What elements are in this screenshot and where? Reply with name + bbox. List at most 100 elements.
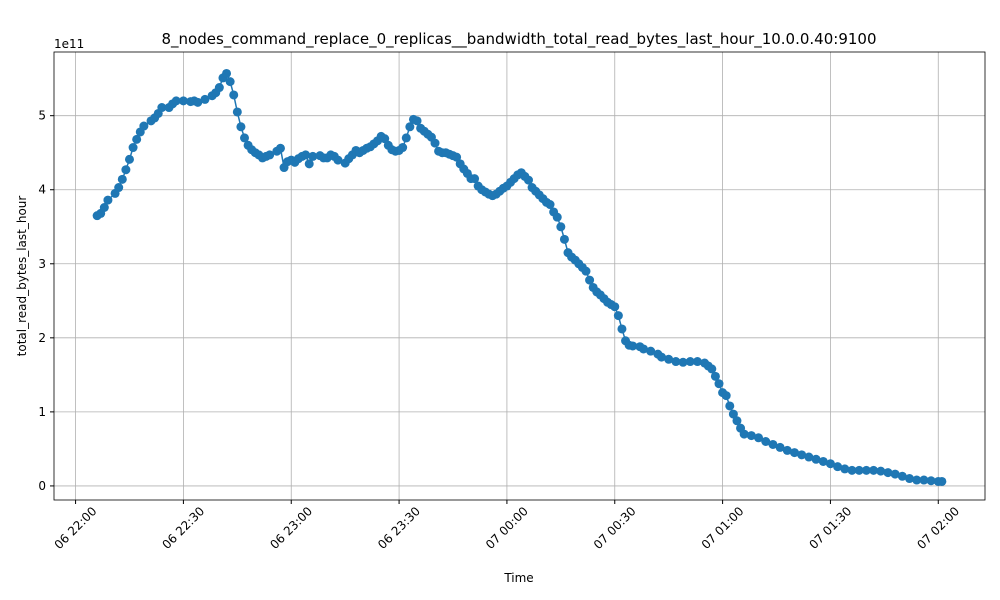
data-point (581, 266, 591, 276)
data-point (912, 475, 922, 485)
data-point (671, 357, 681, 367)
data-point (639, 344, 649, 354)
data-point (178, 96, 188, 106)
data-point (869, 465, 879, 475)
data-point (121, 165, 131, 175)
data-point (678, 357, 688, 367)
plot-frame (53, 51, 986, 501)
data-point (761, 437, 771, 447)
y-offset-label: 1e11 (54, 37, 84, 51)
data-point (240, 133, 250, 143)
y-tick-label: 5 (38, 109, 46, 123)
data-point (775, 442, 785, 452)
data-point (847, 465, 857, 475)
data-point (782, 445, 792, 455)
data-point (380, 134, 390, 144)
data-point (401, 133, 411, 143)
data-point (559, 234, 569, 244)
data-point (833, 462, 843, 472)
data-point (797, 450, 807, 460)
x-axis-label: Time (503, 571, 533, 585)
data-point (470, 174, 480, 184)
data-point (613, 311, 623, 321)
data-point (897, 471, 907, 481)
data-point (114, 183, 124, 193)
data-point (545, 200, 555, 210)
y-axis-label: total_read_bytes_last_hour (15, 196, 29, 357)
data-point (236, 122, 246, 132)
data-point (789, 448, 799, 458)
y-tick-label: 1 (38, 405, 46, 419)
data-point (333, 155, 343, 165)
data-point (937, 476, 947, 486)
data-point (225, 77, 235, 87)
data-point (157, 103, 167, 113)
data-point (685, 357, 695, 367)
data-point (171, 96, 181, 106)
data-point (265, 150, 275, 160)
data-point (412, 116, 422, 126)
data-point (905, 474, 915, 484)
data-point (840, 464, 850, 474)
data-point (707, 364, 717, 374)
data-point (200, 94, 210, 104)
data-point (768, 439, 778, 449)
data-point (275, 143, 285, 153)
data-point (232, 107, 242, 117)
data-point (222, 68, 232, 78)
data-point (556, 222, 566, 232)
data-point (139, 121, 149, 131)
data-point (854, 465, 864, 475)
data-point (99, 203, 109, 213)
data-point (725, 401, 735, 411)
data-point (732, 416, 742, 426)
y-tick-label: 4 (38, 183, 46, 197)
data-point (721, 391, 731, 401)
data-point (926, 476, 936, 486)
data-point (628, 341, 638, 351)
data-point (128, 143, 138, 153)
data-point (664, 354, 674, 364)
data-point (405, 122, 415, 132)
data-point (617, 324, 627, 334)
data-point (876, 466, 886, 476)
data-point (728, 409, 738, 419)
y-tick-label: 2 (38, 331, 46, 345)
data-point (710, 371, 720, 381)
data-point (919, 475, 929, 485)
data-point (214, 83, 224, 93)
data-point (452, 152, 462, 162)
data-point (861, 465, 871, 475)
data-point (811, 454, 821, 464)
data-point (304, 159, 314, 169)
data-point (883, 468, 893, 478)
data-point (301, 150, 311, 160)
data-point (430, 138, 440, 148)
data-point (193, 97, 203, 107)
data-point (890, 469, 900, 479)
y-tick-label: 0 (38, 479, 46, 493)
chart-title: 8_nodes_command_replace_0_replicas__band… (162, 30, 877, 49)
data-point (754, 433, 764, 443)
data-point (714, 379, 724, 389)
data-point (124, 154, 134, 164)
data-point (746, 431, 756, 441)
data-point (818, 456, 828, 466)
data-point (692, 357, 702, 367)
data-point (585, 275, 595, 285)
data-point (117, 174, 127, 184)
data-point (523, 175, 533, 185)
data-point (646, 346, 656, 356)
data-point (610, 302, 620, 312)
data-point (804, 452, 814, 462)
data-point (398, 143, 408, 153)
y-tick-label: 3 (38, 257, 46, 271)
data-point (552, 212, 562, 222)
data-point (229, 90, 239, 100)
data-point (739, 429, 749, 439)
data-point (132, 134, 142, 144)
data-point (656, 352, 666, 362)
data-point (825, 459, 835, 469)
data-point (308, 151, 318, 161)
